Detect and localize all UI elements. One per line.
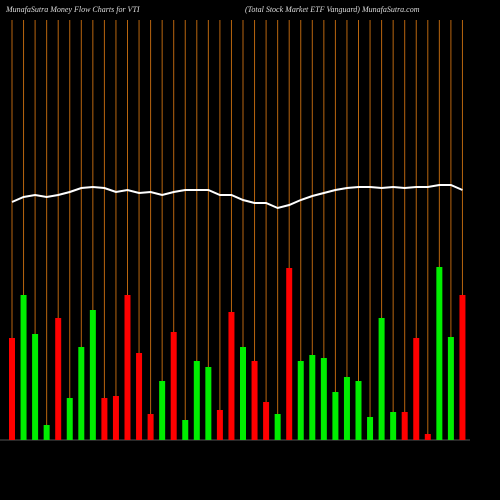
bar xyxy=(343,377,350,440)
bar xyxy=(9,338,15,440)
bar xyxy=(159,381,166,440)
bar xyxy=(124,295,131,440)
bar xyxy=(263,402,270,440)
bar xyxy=(401,412,408,440)
bar xyxy=(216,410,223,440)
bar xyxy=(251,361,258,440)
chart-subtitle: (Total Stock Market ETF Vanguard) Munafa… xyxy=(245,5,420,14)
bar xyxy=(367,417,374,440)
price-line xyxy=(11,184,463,210)
bar xyxy=(286,268,293,440)
bar xyxy=(182,420,189,440)
bar xyxy=(147,414,154,440)
bar xyxy=(78,347,85,440)
bar xyxy=(274,414,281,440)
bar xyxy=(101,398,108,440)
bar xyxy=(112,396,119,440)
bar xyxy=(89,310,96,440)
bar xyxy=(20,295,27,440)
bar xyxy=(309,355,316,440)
bar xyxy=(43,425,50,440)
bar xyxy=(332,392,339,440)
bar xyxy=(55,318,62,440)
bar xyxy=(297,361,304,440)
bar xyxy=(459,295,466,440)
bar xyxy=(413,338,420,440)
bar xyxy=(240,347,246,440)
bar xyxy=(228,312,235,440)
bar xyxy=(447,337,454,440)
bar xyxy=(205,367,212,440)
bar xyxy=(355,381,362,440)
bar xyxy=(378,318,385,440)
bar xyxy=(436,267,443,440)
bar xyxy=(170,332,177,440)
bar xyxy=(390,412,397,440)
bar xyxy=(424,434,431,440)
chart-title: MunafaSutra Money Flow Charts for VTI xyxy=(5,5,140,14)
bar xyxy=(320,358,327,440)
bar xyxy=(32,334,39,440)
bar xyxy=(136,353,143,440)
bar xyxy=(193,361,200,440)
bar xyxy=(66,398,73,440)
